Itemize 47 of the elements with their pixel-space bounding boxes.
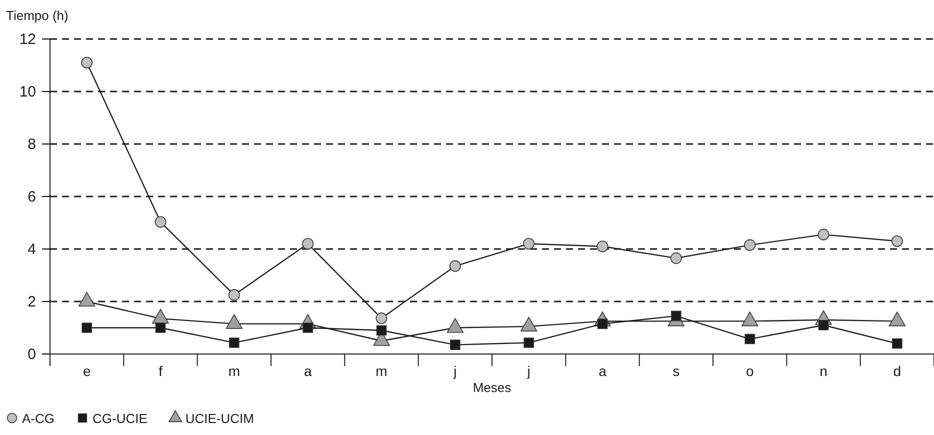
point xyxy=(302,322,313,333)
point xyxy=(376,312,388,324)
y-tick-label: 2 xyxy=(28,293,36,310)
point xyxy=(81,56,93,68)
point xyxy=(524,338,534,348)
x-tick-label: e xyxy=(82,362,91,379)
x-tick-label: m xyxy=(376,362,388,379)
legend-label: A-CG xyxy=(22,411,54,426)
point xyxy=(82,322,92,333)
y-tick-label: 8 xyxy=(28,136,36,153)
point xyxy=(818,228,830,240)
x-tick-label: a xyxy=(304,362,312,379)
y-tick-label: 4 xyxy=(28,240,36,258)
y-axis-title: Tiempo (h) xyxy=(6,8,68,23)
point xyxy=(596,240,608,252)
point xyxy=(891,235,903,247)
x-tick-label: s xyxy=(672,362,680,379)
point xyxy=(449,260,461,272)
point xyxy=(523,238,535,250)
y-tick-label: 10 xyxy=(19,83,36,100)
point xyxy=(376,325,387,336)
legend-label: CG-UCIE xyxy=(92,411,148,426)
y-tick-label: 6 xyxy=(28,188,36,206)
point xyxy=(670,252,682,264)
x-tick-label: d xyxy=(893,362,902,379)
point xyxy=(744,334,755,344)
point xyxy=(744,239,756,251)
point xyxy=(302,238,314,250)
x-tick-label: n xyxy=(820,362,828,379)
x-axis-title: Meses xyxy=(472,380,512,395)
point xyxy=(228,289,240,301)
x-tick-label: f xyxy=(158,362,163,379)
x-tick-label: j xyxy=(452,362,457,379)
point xyxy=(155,322,166,333)
y-tick-label: 0 xyxy=(28,346,36,363)
x-tick-label: o xyxy=(746,362,754,379)
x-tick-label: a xyxy=(598,362,607,379)
point xyxy=(671,310,682,322)
point xyxy=(818,320,829,330)
point xyxy=(154,216,166,228)
point xyxy=(892,338,902,349)
point xyxy=(229,338,240,348)
legend-label: UCIE-UCIM xyxy=(185,411,254,426)
point xyxy=(450,340,460,350)
x-tick-label: m xyxy=(228,362,240,379)
y-tick-label: 12 xyxy=(19,30,36,48)
x-tick-label: j xyxy=(526,362,530,379)
